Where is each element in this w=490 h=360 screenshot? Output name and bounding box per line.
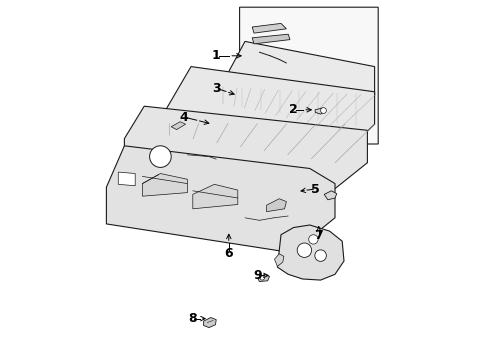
Circle shape	[315, 250, 326, 261]
Text: 5: 5	[311, 183, 319, 195]
Text: 4: 4	[179, 111, 188, 123]
Polygon shape	[204, 318, 216, 328]
Circle shape	[309, 235, 318, 244]
Polygon shape	[315, 108, 324, 114]
Polygon shape	[118, 172, 135, 186]
Circle shape	[297, 243, 312, 257]
Polygon shape	[258, 274, 270, 282]
Circle shape	[260, 276, 265, 280]
Polygon shape	[171, 122, 186, 130]
Polygon shape	[267, 199, 286, 212]
Polygon shape	[274, 254, 284, 266]
Circle shape	[149, 146, 171, 167]
Polygon shape	[240, 7, 378, 144]
Polygon shape	[143, 174, 187, 196]
Text: 3: 3	[212, 82, 220, 95]
Polygon shape	[193, 184, 238, 209]
Text: 9: 9	[253, 269, 262, 282]
Circle shape	[320, 108, 326, 113]
Polygon shape	[252, 23, 286, 33]
Text: 7: 7	[315, 229, 323, 242]
Text: 2: 2	[289, 103, 298, 116]
Polygon shape	[166, 67, 374, 163]
Text: 1: 1	[212, 49, 220, 62]
Polygon shape	[124, 106, 368, 197]
Polygon shape	[324, 191, 337, 200]
Polygon shape	[106, 146, 335, 253]
Polygon shape	[220, 41, 374, 130]
Text: 8: 8	[189, 312, 197, 325]
Text: 6: 6	[224, 247, 233, 260]
Polygon shape	[252, 34, 290, 44]
Polygon shape	[277, 225, 344, 280]
